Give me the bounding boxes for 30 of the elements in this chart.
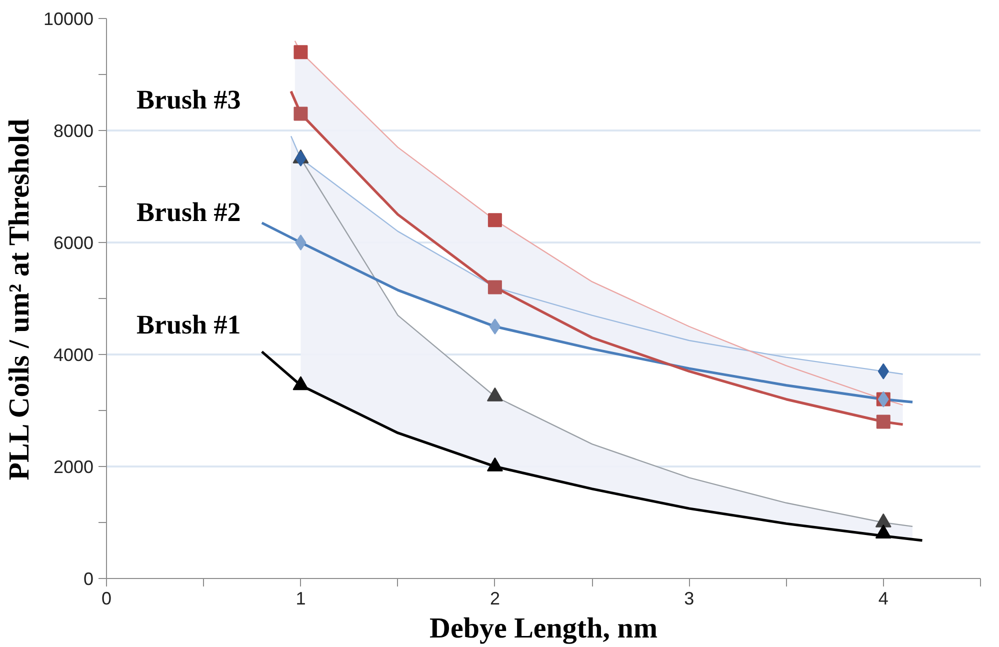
annotation: Brush #2 [136,197,241,227]
point [488,280,502,294]
y-tick-label: 10000 [43,9,94,29]
point [875,524,892,539]
y-axis-title: PLL Coils / um² at Threshold [3,118,36,480]
point [294,45,308,60]
point [486,387,503,402]
point [294,106,308,121]
point [489,318,500,334]
x-tick-label: 3 [684,588,694,608]
x-tick-label: 1 [296,588,306,608]
y-tick-label: 8000 [53,121,94,141]
x-tick-label: 0 [101,588,112,608]
y-tick-label: 2000 [53,457,94,477]
point [488,213,502,228]
y-tick-label: 4000 [53,345,94,365]
point [876,414,890,429]
point [486,457,503,472]
y-tick-label: 6000 [53,233,94,253]
line-series [260,350,924,542]
x-tick-label: 2 [490,588,500,608]
point [295,234,306,250]
y-tick-label: 0 [83,569,94,589]
annotation: Brush #3 [136,84,241,114]
point [875,513,892,528]
x-tick-label: 4 [878,588,888,608]
x-axis-title: Debye Length, nm [430,612,658,644]
annotation: Brush #1 [136,310,241,340]
point [292,376,309,390]
point [295,150,306,166]
